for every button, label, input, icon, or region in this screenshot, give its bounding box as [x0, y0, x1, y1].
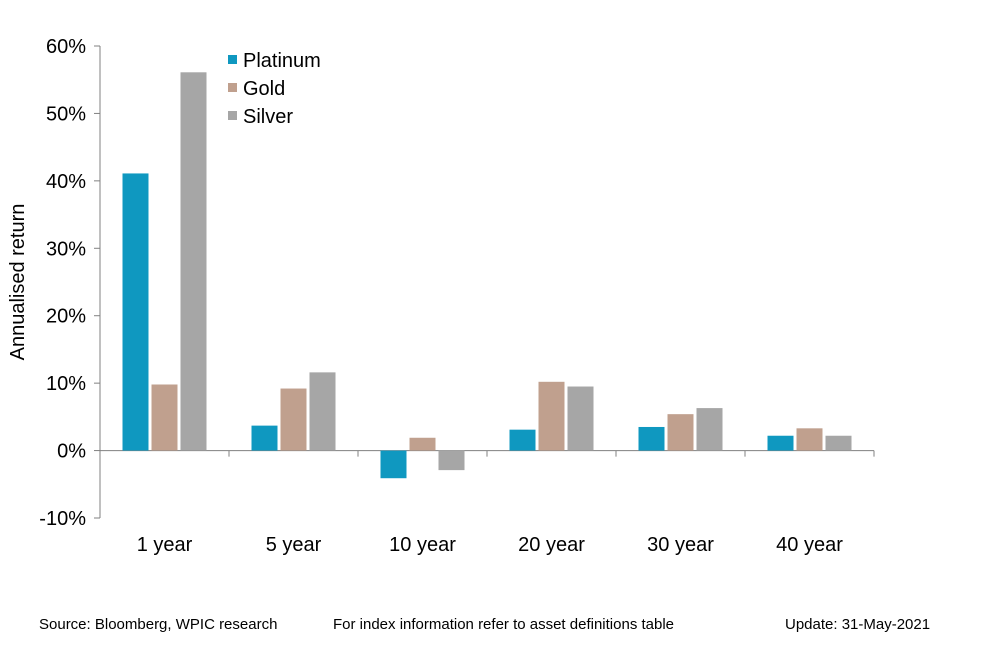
y-tick-label: 60%: [46, 36, 86, 58]
bar-silver-40-year: [825, 435, 852, 451]
legend-swatch-silver: [228, 111, 237, 120]
bar-gold-10-year: [409, 437, 436, 451]
x-tick-label: 10 year: [389, 534, 456, 556]
bar-gold-40-year: [796, 428, 823, 451]
x-axis: 1 year 5 year 10 year 20 year 30 year 40 year: [99, 450, 875, 556]
index-info-note: For index information refer to asset def…: [333, 616, 675, 633]
legend-label-platinum: Platinum: [243, 50, 321, 72]
bar-platinum-30-year: [638, 426, 665, 451]
y-tick-label: 30%: [46, 238, 86, 260]
bars: [122, 72, 852, 479]
bar-silver-20-year: [567, 386, 594, 451]
bar-gold-30-year: [667, 414, 694, 451]
y-tick-label: 10%: [46, 373, 86, 395]
bar-platinum-5-year: [251, 425, 278, 451]
legend-swatch-platinum: [228, 55, 237, 64]
x-tick-label: 1 year: [137, 534, 193, 556]
bar-gold-1-year: [151, 384, 178, 451]
y-tick-label: 0%: [57, 441, 86, 463]
y-axis-title: Annualised return: [7, 204, 29, 361]
bar-platinum-1-year: [122, 173, 149, 451]
x-tick-label: 20 year: [518, 534, 585, 556]
bar-silver-10-year: [438, 450, 465, 471]
y-axis: -10% 0% 10% 20% 30% 40% 50% 60%: [39, 36, 101, 530]
legend: Platinum Gold Silver: [228, 50, 321, 128]
bar-gold-20-year: [538, 381, 565, 451]
source-note: Source: Bloomberg, WPIC research: [39, 616, 278, 633]
update-date: Update: 31-May-2021: [785, 616, 931, 633]
bar-chart: -10% 0% 10% 20% 30% 40% 50% 60% 1 year 5 year 10 …: [7, 36, 875, 556]
bar-silver-1-year: [180, 72, 207, 451]
legend-swatch-gold: [228, 83, 237, 92]
legend-label-silver: Silver: [243, 106, 293, 128]
x-tick-label: 40 year: [776, 534, 843, 556]
bar-gold-5-year: [280, 388, 307, 451]
y-tick-label: 40%: [46, 171, 86, 193]
legend-label-gold: Gold: [243, 78, 285, 100]
y-tick-label: 20%: [46, 306, 86, 328]
y-tick-label: 50%: [46, 103, 86, 125]
y-tick-label: -10%: [39, 508, 86, 530]
x-tick-label: 5 year: [266, 534, 322, 556]
bar-silver-30-year: [696, 408, 723, 451]
bar-silver-5-year: [309, 372, 336, 451]
bar-platinum-20-year: [509, 429, 536, 451]
x-tick-label: 30 year: [647, 534, 714, 556]
bar-platinum-40-year: [767, 435, 794, 451]
bar-platinum-10-year: [380, 450, 407, 479]
